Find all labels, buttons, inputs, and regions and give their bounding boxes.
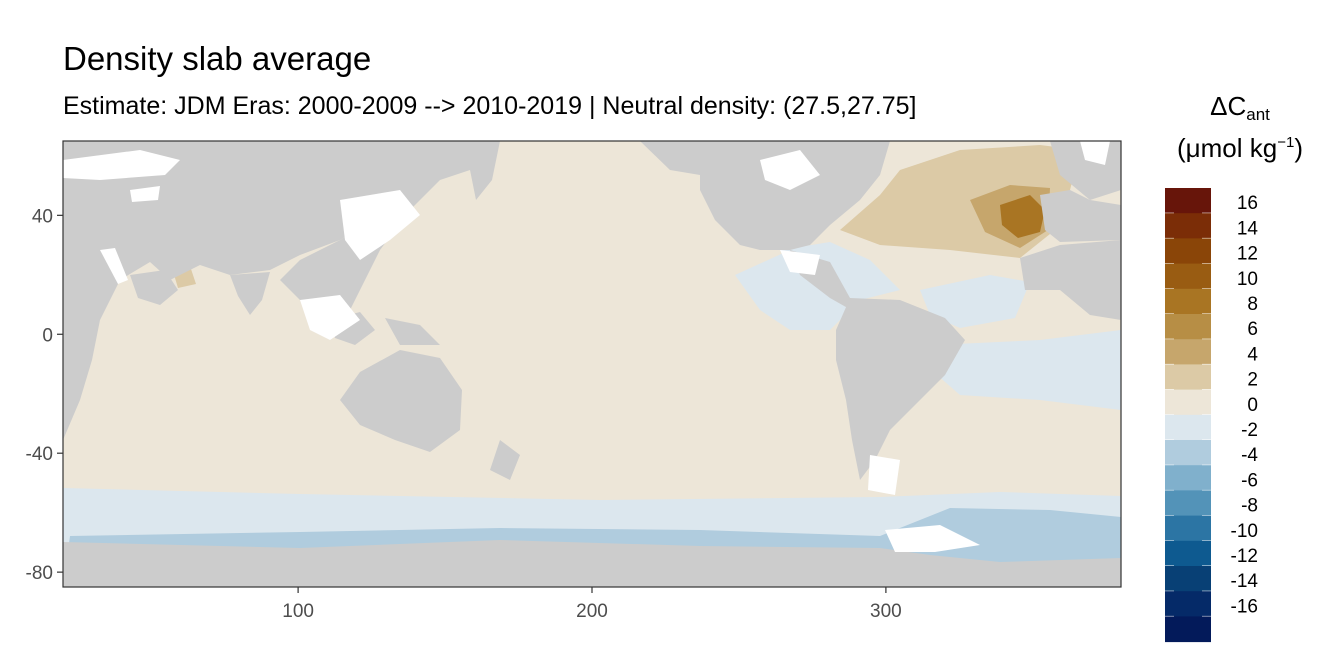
chart-title: Density slab average bbox=[63, 40, 372, 77]
legend-label: 4 bbox=[1247, 344, 1258, 365]
y-tick-label: -80 bbox=[26, 563, 53, 584]
legend-title-main: ΔC bbox=[1210, 91, 1247, 121]
x-tick-label: 100 bbox=[282, 601, 314, 622]
land-south-america bbox=[836, 298, 965, 480]
legend-color-bin bbox=[1165, 465, 1211, 491]
legend-label: -14 bbox=[1231, 571, 1259, 592]
legend-color-bin bbox=[1165, 263, 1211, 290]
legend-color-bin bbox=[1165, 591, 1211, 617]
legend-label: -2 bbox=[1241, 420, 1258, 441]
x-tick-label: 300 bbox=[870, 601, 902, 622]
legend-color-bin bbox=[1165, 490, 1211, 517]
land-north-america bbox=[700, 141, 890, 250]
land-antarctica bbox=[63, 540, 1121, 587]
legend-label: -8 bbox=[1241, 496, 1258, 517]
legend-label: 2 bbox=[1247, 370, 1258, 391]
legend-label: 12 bbox=[1237, 244, 1258, 265]
x-tick-label: 200 bbox=[576, 601, 608, 622]
legend-color-bin bbox=[1165, 213, 1211, 239]
no-data-weddell-sea bbox=[885, 525, 980, 552]
no-data-gulf-of-mexico bbox=[780, 250, 820, 275]
legend-title-variable: ΔCant bbox=[1160, 86, 1320, 128]
land-australia bbox=[340, 350, 462, 452]
legend-color-bin bbox=[1165, 414, 1211, 441]
legend-color-bin bbox=[1165, 440, 1211, 466]
y-tick-label: 0 bbox=[42, 325, 53, 346]
legend-color-bin bbox=[1165, 238, 1211, 265]
legend-label: 10 bbox=[1237, 269, 1258, 290]
legend-color-bin bbox=[1165, 515, 1211, 542]
legend-label: -6 bbox=[1241, 470, 1258, 491]
land-japan-kamchatka bbox=[470, 141, 500, 200]
legend-label: -16 bbox=[1231, 596, 1258, 617]
land-iberia bbox=[1040, 190, 1121, 242]
legend-color-bin bbox=[1165, 540, 1211, 567]
no-data-indonesian-seas bbox=[300, 295, 360, 340]
land-new-zealand bbox=[490, 440, 520, 480]
no-data-patagonia-shelf bbox=[868, 455, 900, 495]
no-data-hudson-bay bbox=[760, 150, 820, 190]
legend-unit-superscript: −1 bbox=[1277, 134, 1295, 152]
no-data-red-sea bbox=[100, 248, 128, 284]
legend-color-bin bbox=[1165, 616, 1211, 643]
legend-label: -12 bbox=[1231, 546, 1258, 567]
legend-color-bin bbox=[1165, 566, 1211, 592]
map-panel bbox=[63, 141, 1121, 587]
legend-label: 8 bbox=[1247, 294, 1258, 315]
land-arabia bbox=[130, 270, 178, 305]
no-data-black-sea bbox=[130, 186, 160, 202]
legend-label: 16 bbox=[1237, 193, 1258, 214]
legend-unit-prefix: (μmol kg bbox=[1177, 133, 1278, 164]
no-data-east-asian-seas bbox=[340, 190, 420, 260]
north-atlantic-positive-strong bbox=[1000, 195, 1045, 238]
legend-color-bin bbox=[1165, 339, 1211, 365]
south-atlantic-negative bbox=[920, 330, 1121, 410]
legend-unit-suffix: ) bbox=[1294, 133, 1303, 164]
no-data-areas bbox=[63, 141, 1110, 552]
no-data-baltic bbox=[1080, 141, 1110, 165]
legend-color-bin bbox=[1165, 389, 1211, 416]
legend-colorbar: 16 14 12 10 8 6 4 2 0 -2 -4 -6 -8 -10 -12 -14 -16 bbox=[1165, 188, 1259, 643]
legend-label: 0 bbox=[1247, 395, 1258, 416]
legend-color-bin bbox=[1165, 364, 1211, 391]
legend-label: -10 bbox=[1231, 521, 1258, 542]
legend-title: ΔCant (μmol kg−1) bbox=[1160, 86, 1320, 169]
legend-title-subscript: ant bbox=[1246, 105, 1270, 124]
legend-color-bin bbox=[1165, 188, 1211, 214]
tropical-atlantic-negative bbox=[920, 275, 1030, 328]
land-india bbox=[230, 272, 270, 315]
legend-color-bin bbox=[1165, 314, 1211, 340]
land-alaska bbox=[640, 141, 700, 175]
no-data-mediterranean bbox=[63, 150, 180, 180]
legend-color-bin bbox=[1165, 288, 1211, 315]
chart-subtitle: Estimate: JDM Eras: 2000-2009 --> 2010-2… bbox=[63, 92, 917, 120]
legend-title-unit: (μmol kg−1) bbox=[1160, 128, 1320, 168]
legend-label: 6 bbox=[1247, 319, 1258, 340]
y-tick-label: 40 bbox=[32, 206, 53, 227]
legend-label: -4 bbox=[1241, 445, 1258, 466]
legend-label: 14 bbox=[1237, 218, 1259, 239]
y-tick-label: -40 bbox=[26, 444, 53, 465]
land-west-africa bbox=[1020, 240, 1121, 320]
